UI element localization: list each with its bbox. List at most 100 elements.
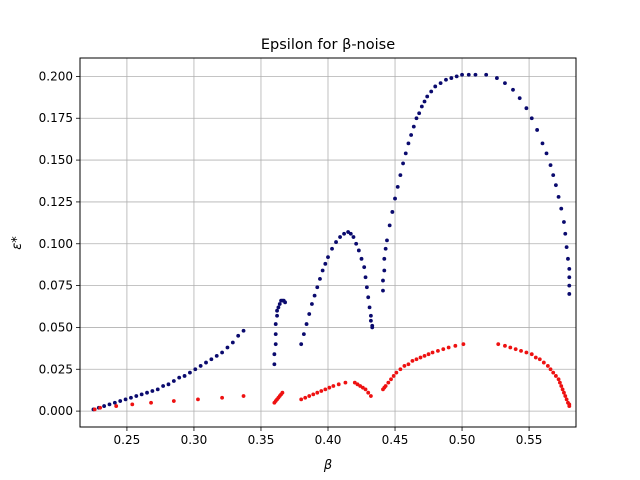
data-point (363, 275, 368, 280)
data-point (529, 116, 534, 121)
data-point (188, 370, 192, 375)
y-tick-label: 0.125 (39, 195, 73, 209)
data-point (398, 173, 403, 178)
data-point (342, 231, 346, 236)
data-point (368, 313, 373, 318)
data-point (429, 89, 434, 94)
data-point (411, 124, 416, 129)
data-point (273, 332, 278, 337)
data-point (311, 392, 316, 397)
data-point (381, 288, 385, 293)
x-axis-label: β (323, 458, 332, 473)
y-tick-label: 0.100 (39, 237, 73, 251)
data-point (414, 116, 419, 121)
data-point (386, 380, 391, 385)
data-point (461, 342, 466, 347)
data-point (336, 382, 341, 387)
x-tick-label: 0.50 (449, 433, 476, 447)
data-point (343, 380, 348, 385)
data-point (508, 345, 513, 350)
data-point (409, 133, 414, 137)
y-tick-label: 0.000 (39, 404, 73, 418)
data-point (553, 183, 558, 188)
data-point (529, 352, 534, 357)
data-point (556, 194, 561, 199)
data-point (280, 390, 285, 395)
data-point (171, 399, 176, 403)
data-point (559, 206, 564, 211)
data-point (364, 285, 369, 290)
data-point (98, 405, 103, 410)
data-point (307, 312, 312, 316)
data-series (91, 72, 572, 412)
data-point (348, 231, 353, 236)
data-point (275, 313, 279, 318)
data-point (362, 265, 367, 270)
data-point (553, 374, 558, 378)
data-point (567, 266, 572, 271)
y-tick-label: 0.150 (39, 153, 73, 167)
data-point (155, 387, 160, 392)
x-tick-label: 0.45 (382, 433, 409, 447)
data-point (511, 87, 515, 92)
y-tick-label: 0.050 (39, 320, 73, 334)
data-point (331, 384, 336, 388)
data-point (107, 402, 112, 407)
data-point (385, 238, 389, 243)
data-point (563, 394, 568, 398)
data-point (418, 355, 423, 360)
data-point (398, 367, 403, 372)
data-point (513, 347, 518, 352)
data-point (134, 394, 139, 398)
data-point (535, 128, 540, 132)
data-point (390, 210, 395, 214)
data-point (395, 184, 400, 189)
data-point (356, 248, 361, 253)
x-tick-label: 0.25 (114, 433, 141, 447)
data-point (406, 362, 411, 367)
data-point (496, 342, 501, 347)
data-point (567, 283, 572, 288)
data-point (166, 382, 171, 387)
data-point (444, 77, 448, 82)
data-point (544, 151, 549, 156)
data-point (381, 278, 385, 283)
data-point (315, 390, 320, 395)
data-point (441, 347, 446, 352)
data-point (301, 332, 306, 337)
data-point (114, 404, 119, 408)
data-point (425, 94, 430, 99)
data-point (214, 353, 219, 358)
data-point (129, 395, 133, 400)
data-point (303, 395, 308, 400)
data-point (368, 318, 373, 323)
data-point (366, 295, 371, 300)
data-point (272, 352, 277, 357)
data-point (273, 322, 278, 326)
data-point (426, 352, 431, 357)
chart-title: Epsilon for β-noise (261, 37, 395, 53)
data-point (562, 390, 566, 395)
data-point (391, 374, 396, 378)
data-point (177, 375, 182, 380)
data-point (563, 231, 568, 236)
data-point (319, 389, 324, 393)
data-point (276, 305, 281, 310)
data-point (382, 256, 387, 261)
data-point (453, 343, 458, 348)
data-point (149, 400, 153, 405)
data-point (323, 261, 328, 266)
data-point (466, 72, 471, 77)
data-point (161, 384, 166, 388)
data-point (524, 350, 529, 355)
data-point (198, 364, 203, 368)
data-point (414, 357, 419, 362)
data-point (299, 342, 304, 347)
data-point (473, 72, 478, 77)
data-point (182, 374, 187, 378)
data-point (351, 235, 356, 239)
data-point (241, 394, 246, 398)
data-point (393, 196, 397, 201)
data-point (419, 104, 424, 109)
